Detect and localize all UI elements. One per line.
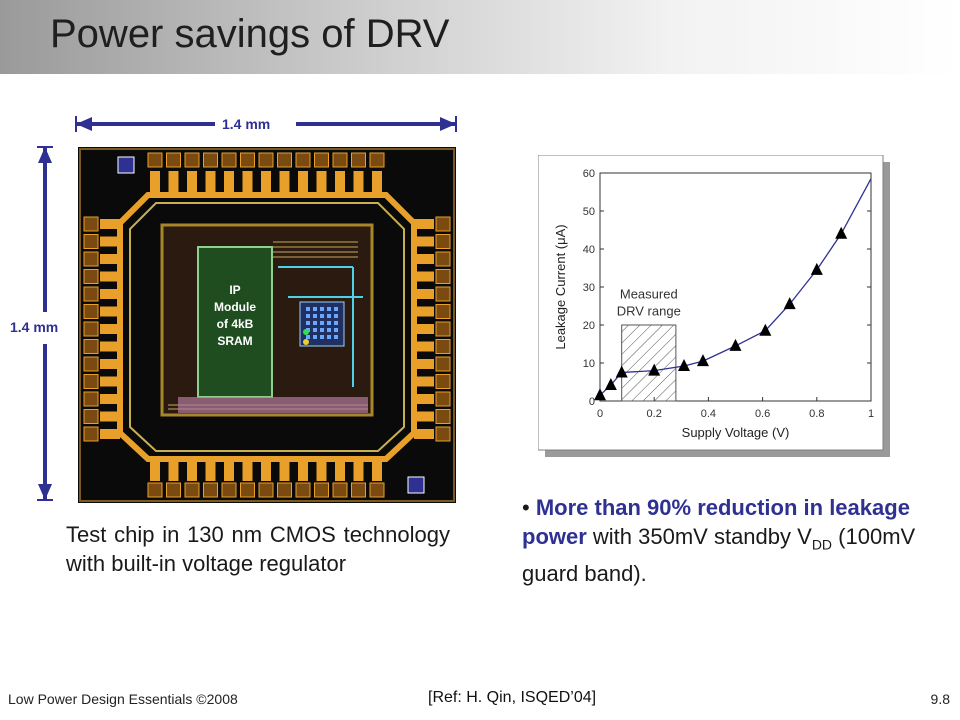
y-tick-label: 10 xyxy=(583,358,595,370)
y-tick-label: 30 xyxy=(583,282,595,294)
x-tick-label: 0.8 xyxy=(809,408,824,420)
ip-label-line: IP xyxy=(229,283,241,297)
chart-svg: 0 10 20 30 40 50 60 0 0.2 0.4 0.6 0.8 1 Supply Voltag… xyxy=(537,154,890,457)
data-point-marker xyxy=(696,354,709,367)
ip-label-line: SRAM xyxy=(217,334,253,348)
data-point-marker xyxy=(835,226,848,239)
title-bar xyxy=(0,0,960,74)
data-point-marker xyxy=(678,359,691,372)
x-axis-label: Supply Voltage (V) xyxy=(682,425,790,440)
annotation-line-1: Measured xyxy=(620,286,678,301)
y-tick-label: 20 xyxy=(583,320,595,332)
ip-label-line: Module xyxy=(214,300,256,314)
data-point-marker xyxy=(615,365,628,378)
vdd-subscript: DD xyxy=(811,536,833,553)
bullet-marker: • xyxy=(522,495,530,520)
x-tick-label: 0.2 xyxy=(647,408,662,420)
ip-label-line: of 4kB xyxy=(216,317,254,331)
data-point-marker xyxy=(810,262,823,275)
annotation-line-2: DRV range xyxy=(617,303,681,318)
bullet-point: • More than 90% reduction in leakage pow… xyxy=(522,493,932,588)
y-tick-label: 60 xyxy=(583,168,595,180)
data-point-marker xyxy=(648,363,661,376)
drv-range-region xyxy=(621,324,677,402)
footer-course: Low Power Design Essentials ©2008 xyxy=(8,691,238,707)
y-tick-label: 0 xyxy=(589,396,595,408)
data-point-marker xyxy=(759,323,772,336)
leakage-chart: 0 10 20 30 40 50 60 0 0.2 0.4 0.6 0.8 1 Supply Voltag… xyxy=(537,154,898,465)
y-tick-label: 50 xyxy=(583,206,595,218)
data-point-marker xyxy=(594,388,606,401)
bullet-text-end: (100mV guard band). xyxy=(522,524,916,587)
data-point-marker xyxy=(604,378,617,391)
y-tick-label: 40 xyxy=(583,244,595,256)
chip-height-label: 1.4 mm xyxy=(10,319,59,335)
footer-page-number: 9.8 xyxy=(930,691,950,707)
data-point-marker xyxy=(783,297,796,310)
slide-title: Power savings of DRV xyxy=(50,12,450,56)
y-axis-label: Leakage Current (μA) xyxy=(553,224,568,349)
x-tick-label: 1 xyxy=(868,408,874,420)
bullet-text: with 350mV standby V xyxy=(586,524,812,549)
ip-module-label: IP Module of 4kB SRAM xyxy=(198,282,272,350)
chip-caption: Test chip in 130 nm CMOS technology with… xyxy=(66,522,450,576)
bullet-highlight: More than 90% reduction in leakage power xyxy=(522,495,910,549)
chip-width-label: 1.4 mm xyxy=(222,116,271,132)
data-point-marker xyxy=(729,338,742,351)
footer-reference: [Ref: H. Qin, ISQED’04] xyxy=(428,689,597,706)
x-tick-label: 0 xyxy=(597,408,603,420)
x-tick-label: 0.6 xyxy=(755,408,770,420)
x-tick-label: 0.4 xyxy=(701,408,716,420)
chip-die xyxy=(78,147,456,503)
chip-layout-image xyxy=(78,147,456,503)
